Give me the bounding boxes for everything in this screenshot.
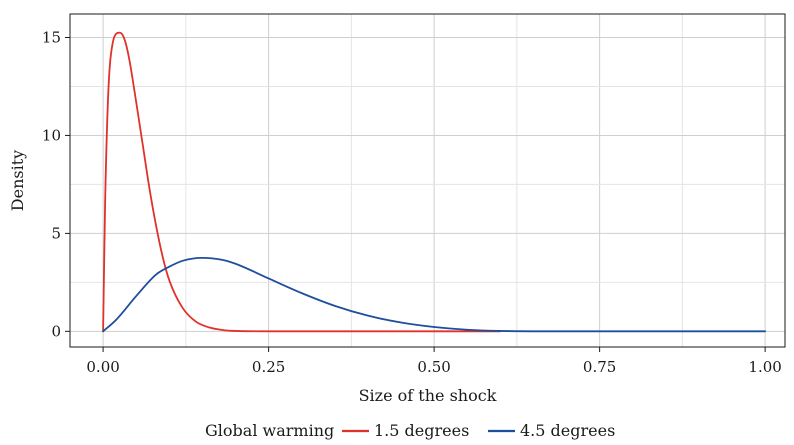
legend-label-1-5-degrees: 1.5 degrees (374, 421, 469, 440)
series-line-4-5-degrees (102, 256, 767, 333)
x-tick-label: 1.00 (748, 358, 781, 376)
y-tick-label: 15 (42, 29, 61, 47)
y-tick-label: 0 (51, 322, 61, 340)
series-lines (102, 31, 767, 333)
plot-frame (69, 13, 786, 348)
legend-label-4-5-degrees: 4.5 degrees (520, 421, 615, 440)
legend-title: Global warming (205, 421, 334, 440)
y-tick-label: 10 (42, 126, 61, 144)
x-tick-label: 0.25 (252, 358, 285, 376)
x-tick-label: 0.50 (417, 358, 450, 376)
series-line-1-5-degrees (102, 31, 502, 333)
legend: Global warming 1.5 degrees 4.5 degrees (205, 421, 615, 440)
x-tick-label: 0.75 (583, 358, 616, 376)
y-tick-label: 5 (51, 224, 61, 242)
y-axis-title: Density (8, 150, 27, 211)
x-tick-label: 0.00 (86, 358, 119, 376)
axes: 0.00 0.25 0.50 0.75 1.00 0 5 10 15 (42, 29, 782, 376)
x-axis-title: Size of the shock (359, 386, 497, 405)
